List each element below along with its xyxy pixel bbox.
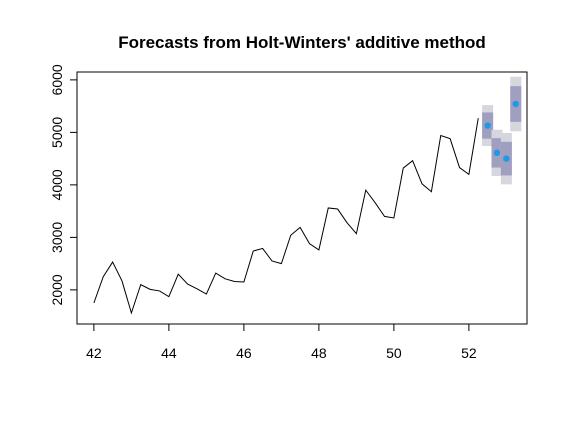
series-line: [93, 118, 479, 315]
forecast-point: [512, 100, 519, 108]
forecast-point: [484, 122, 491, 129]
x-axis: 42 44 46 48 50 52: [86, 323, 477, 361]
x-tick-label: 48: [311, 345, 327, 361]
x-tick-label: 46: [236, 345, 252, 361]
y-axis: 2000 3000 4000 5000 6000: [49, 64, 78, 305]
y-tick-label: 5000: [49, 117, 65, 148]
forecast-point: [503, 155, 510, 162]
x-tick-label: 44: [161, 345, 177, 361]
forecast-intervals: [482, 76, 522, 185]
forecast-points: [484, 100, 519, 162]
y-tick-label: 3000: [49, 222, 65, 253]
series-group: [93, 118, 479, 315]
chart-title: Forecasts from Holt-Winters' additive me…: [118, 33, 486, 52]
y-tick-label: 4000: [49, 169, 65, 200]
y-tick-label: 6000: [49, 64, 65, 95]
forecast-point: [493, 149, 501, 157]
x-tick-label: 52: [461, 345, 477, 361]
y-tick-label: 2000: [49, 274, 65, 305]
x-tick-label: 50: [386, 345, 402, 361]
x-tick-label: 42: [86, 345, 102, 361]
